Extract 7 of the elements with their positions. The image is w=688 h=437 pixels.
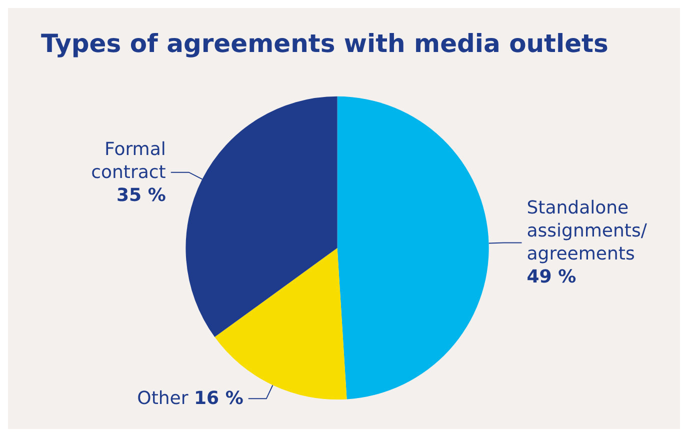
data-label: 49 % [526, 266, 576, 288]
data-label: 35 % [116, 184, 166, 206]
chart-title: Types of agreements with media outlets [41, 29, 608, 58]
slice-label: Formal contract [91, 138, 166, 183]
slice-label: Standalone assignments/agreements [526, 198, 648, 265]
data-label: 16 % [194, 388, 244, 410]
slice-label: Other [137, 388, 194, 410]
